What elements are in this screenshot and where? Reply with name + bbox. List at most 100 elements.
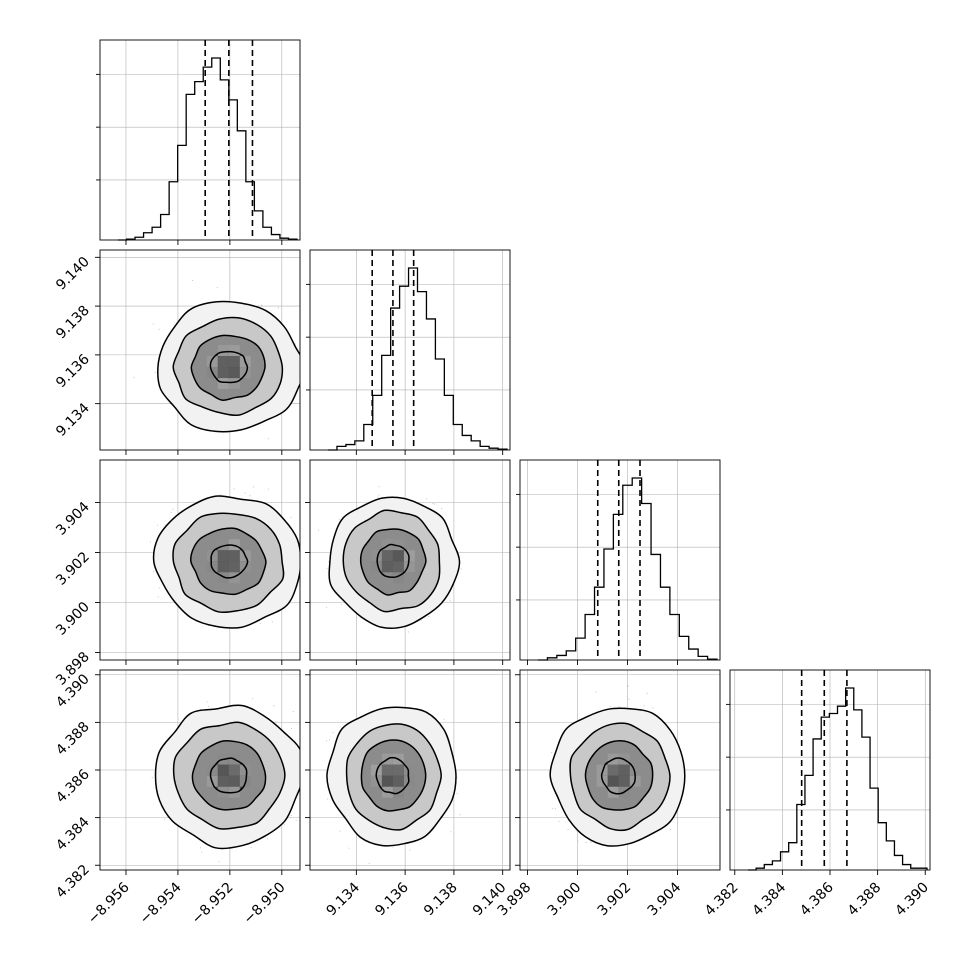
contour-line-2 bbox=[345, 723, 442, 831]
panel-content bbox=[318, 486, 462, 633]
density-cell bbox=[618, 775, 630, 787]
histogram-step-3 bbox=[748, 687, 928, 871]
panel-3-1 bbox=[305, 669, 511, 875]
contour-line-1 bbox=[191, 740, 267, 811]
y-tick-label: 4.384 bbox=[53, 814, 93, 854]
density-cell bbox=[596, 764, 608, 776]
x-tick-label: 4.382 bbox=[702, 880, 742, 920]
density-cell bbox=[217, 345, 229, 357]
density-cell bbox=[370, 550, 382, 562]
histogram-step-1 bbox=[328, 267, 508, 451]
y-tick-label: 9.134 bbox=[53, 400, 93, 440]
density-cell bbox=[381, 561, 393, 573]
density-cell bbox=[381, 572, 393, 584]
density-cell bbox=[228, 561, 240, 573]
density-cell bbox=[217, 775, 229, 787]
density-cell bbox=[217, 572, 229, 584]
density-cell bbox=[206, 764, 218, 776]
density-cell bbox=[206, 550, 218, 562]
y-tick-label: 9.140 bbox=[53, 254, 93, 294]
x-tick-label: 9.134 bbox=[324, 879, 364, 919]
density-cell bbox=[217, 539, 229, 551]
density-cell bbox=[370, 561, 382, 573]
density-cell bbox=[403, 764, 415, 776]
panel-frame-1-1 bbox=[309, 249, 511, 451]
density-cell bbox=[228, 367, 240, 379]
density-cell bbox=[381, 764, 393, 776]
x-tick-label: 3.900 bbox=[545, 880, 585, 920]
x-tick-label: −8.952 bbox=[189, 880, 237, 928]
density-cell bbox=[228, 572, 240, 584]
density-cell bbox=[217, 764, 229, 776]
density-cell bbox=[381, 539, 393, 551]
density-cell bbox=[381, 550, 393, 562]
x-tick-label: 4.384 bbox=[750, 879, 790, 919]
y-tick-label: 3.900 bbox=[53, 599, 93, 639]
contour-line-0 bbox=[375, 756, 410, 795]
contour-line-3 bbox=[328, 496, 461, 629]
panel-frame-2-0 bbox=[99, 459, 301, 661]
contour-line-1 bbox=[584, 740, 654, 811]
y-tick-label: 9.136 bbox=[53, 351, 93, 391]
density-cell bbox=[607, 786, 619, 798]
contour-line-2 bbox=[172, 512, 285, 614]
contour-line-2 bbox=[172, 316, 284, 417]
density-cell bbox=[228, 775, 240, 787]
density-cell bbox=[392, 764, 404, 776]
panel-3-0 bbox=[95, 669, 301, 875]
density-cell bbox=[206, 356, 218, 368]
contour-line-1 bbox=[190, 334, 266, 401]
density-cell bbox=[392, 561, 404, 573]
contour-line-1 bbox=[359, 528, 427, 596]
density-cell bbox=[607, 775, 619, 787]
density-cell bbox=[217, 356, 229, 368]
contour-line-3 bbox=[152, 495, 300, 629]
panel-0-0 bbox=[96, 39, 301, 245]
panel-content bbox=[151, 698, 300, 863]
contour-line-3 bbox=[157, 300, 300, 433]
density-cell bbox=[228, 378, 240, 390]
x-tick-label: 4.390 bbox=[892, 880, 932, 920]
x-tick-label: −8.950 bbox=[241, 880, 289, 928]
contour-line-0 bbox=[209, 757, 248, 794]
histogram-step-0 bbox=[118, 57, 298, 241]
contour-line-3 bbox=[154, 704, 300, 850]
density-cell bbox=[392, 539, 404, 551]
contour-line-2 bbox=[342, 509, 441, 613]
density-cell bbox=[392, 550, 404, 562]
x-tick-label: −8.954 bbox=[137, 879, 185, 927]
density-cell bbox=[228, 356, 240, 368]
x-tick-label: 3.904 bbox=[645, 879, 685, 919]
density-cell bbox=[629, 764, 641, 776]
panel-1-0 bbox=[95, 249, 301, 455]
y-tick-label: 9.138 bbox=[53, 303, 93, 343]
panel-2-2 bbox=[516, 459, 721, 665]
contour-line-0 bbox=[376, 543, 410, 579]
x-tick-label: 9.138 bbox=[421, 880, 461, 920]
density-cell bbox=[370, 775, 382, 787]
y-tick-label: 4.386 bbox=[53, 766, 93, 806]
contour-line-1 bbox=[190, 527, 267, 596]
density-cell bbox=[217, 561, 229, 573]
panel-content bbox=[549, 685, 686, 847]
panel-frame-2-2 bbox=[519, 459, 721, 661]
y-tick-label: 4.388 bbox=[53, 719, 93, 759]
density-cell bbox=[217, 367, 229, 379]
panel-2-1 bbox=[305, 459, 511, 665]
panel-1-1 bbox=[306, 249, 511, 455]
contour-line-3 bbox=[326, 706, 457, 847]
density-cell bbox=[217, 378, 229, 390]
y-tick-label: 4.382 bbox=[53, 862, 93, 902]
panel-content bbox=[133, 280, 300, 440]
x-tick-label: 4.386 bbox=[797, 879, 837, 919]
density-cell bbox=[392, 572, 404, 584]
density-cell bbox=[618, 764, 630, 776]
density-cell bbox=[607, 764, 619, 776]
panel-frame-1-0 bbox=[99, 249, 301, 451]
panel-content bbox=[325, 706, 461, 864]
x-tick-label: −8.956 bbox=[85, 879, 133, 927]
panels-layer bbox=[95, 39, 931, 875]
density-cell bbox=[392, 775, 404, 787]
histogram-step-2 bbox=[538, 477, 718, 661]
x-tick-label: 4.388 bbox=[845, 880, 885, 920]
